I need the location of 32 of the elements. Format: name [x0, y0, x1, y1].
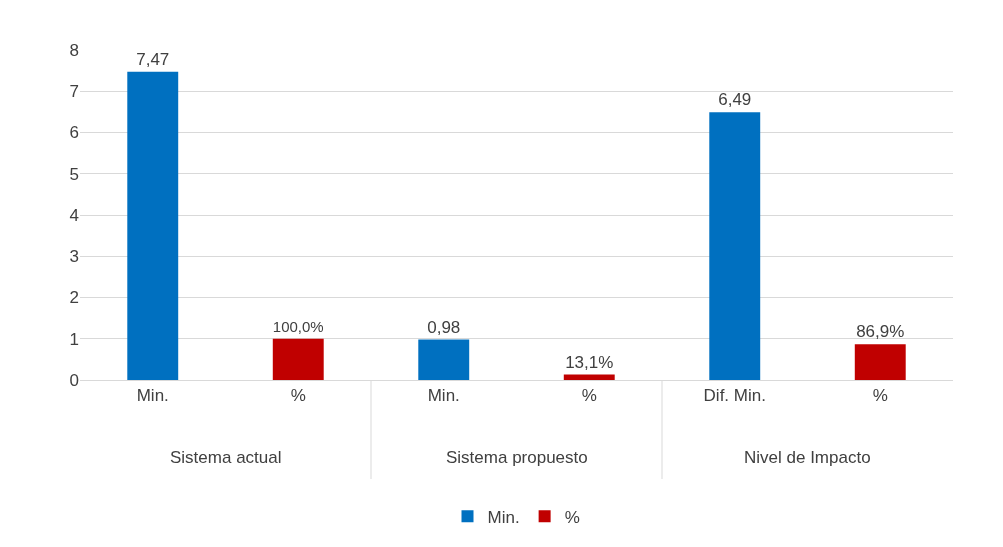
text: Sistema actual	[170, 448, 282, 467]
x-tick-label: %	[872, 386, 888, 406]
bar	[563, 374, 615, 380]
x-tick-label: Dif. Min.	[703, 386, 766, 406]
bar	[418, 339, 470, 380]
y-tick-label: 1	[69, 329, 79, 349]
bar	[854, 344, 906, 380]
legend-label: %	[564, 507, 580, 527]
bar	[272, 338, 324, 380]
x-tick-label: Min.	[427, 386, 460, 406]
y-tick-label: 3	[69, 247, 79, 267]
y-tick-label: 8	[69, 40, 79, 60]
x-tick-label: %	[581, 386, 597, 406]
y-tick-label: 0	[69, 370, 79, 390]
data-label: 7,47	[136, 49, 170, 69]
bar	[127, 71, 179, 380]
data-label: 100,0%	[272, 318, 324, 336]
text: Nivel de Impacto	[744, 448, 871, 467]
text: Sistema propuesto	[446, 448, 588, 467]
x-tick-label: %	[290, 386, 306, 406]
y-tick-label: 2	[69, 288, 79, 308]
x-tick-label: Min.	[136, 386, 169, 406]
data-label: 86,9%	[856, 322, 905, 342]
y-tick-label: 4	[69, 205, 79, 225]
legend-label: Min.	[487, 507, 520, 527]
y-tick-label: 5	[69, 164, 79, 184]
bar	[709, 112, 761, 380]
y-tick-label: 7	[69, 82, 79, 102]
data-label: 0,98	[427, 317, 461, 337]
data-label: 6,49	[718, 90, 752, 110]
y-tick-label: 6	[69, 123, 79, 143]
data-label: 13,1%	[565, 352, 614, 372]
